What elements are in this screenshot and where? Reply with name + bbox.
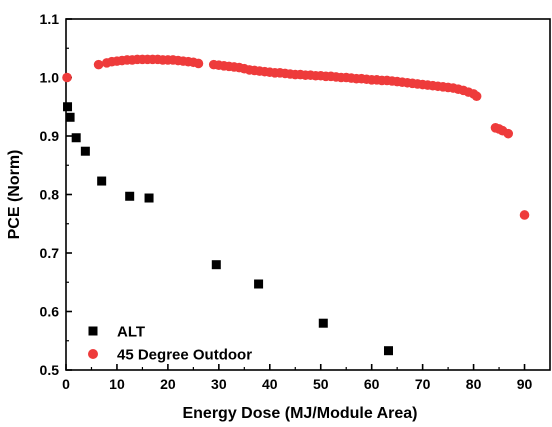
legend: ALT 45 Degree Outdoor [88, 324, 252, 364]
y-axis-title: PCE (Norm) [6, 150, 23, 240]
x-axis-title: Energy Dose (MJ/Module Area) [182, 405, 417, 422]
legend-label: 45 Degree Outdoor [117, 347, 252, 364]
outdoor-data-point [93, 59, 104, 70]
x-axis-ticks: 0 10 20 30 40 50 60 70 80 90 [62, 364, 533, 392]
alt-data-point [63, 102, 73, 112]
alt-data-point [65, 112, 75, 122]
x-tick-label: 30 [211, 376, 227, 392]
y-axis-ticks: 0.5 0.6 0.7 0.8 0.9 1.0 1.1 [40, 11, 72, 378]
x-tick-label: 50 [313, 376, 329, 392]
x-tick-label: 0 [62, 376, 70, 392]
x-tick-label: 40 [262, 376, 278, 392]
outdoor-data-point [193, 58, 204, 69]
y-tick-label: 0.6 [40, 304, 60, 320]
outdoor-data-point [503, 128, 514, 139]
y-tick-label: 1.1 [40, 11, 60, 27]
legend-marker-square [88, 326, 98, 336]
y-tick-label: 0.5 [40, 362, 60, 378]
x-tick-label: 90 [517, 376, 533, 392]
data-markers [62, 54, 530, 356]
alt-data-point [254, 279, 264, 289]
y-tick-label: 1.0 [40, 70, 60, 86]
outdoor-data-point [471, 91, 482, 102]
x-tick-label: 60 [364, 376, 380, 392]
alt-data-point [71, 133, 81, 143]
alt-data-point [318, 318, 328, 328]
alt-data-point [80, 146, 90, 156]
x-tick-label: 10 [109, 376, 125, 392]
legend-label: ALT [117, 324, 145, 341]
y-tick-label: 0.9 [40, 128, 60, 144]
alt-data-point [211, 260, 221, 270]
x-tick-label: 80 [466, 376, 482, 392]
x-tick-label: 20 [160, 376, 176, 392]
alt-data-point [125, 191, 135, 201]
outdoor-data-point [519, 210, 530, 220]
y-tick-label: 0.7 [40, 245, 60, 261]
alt-data-point [144, 193, 154, 203]
alt-data-point [383, 346, 393, 356]
y-tick-label: 0.8 [40, 187, 60, 203]
legend-marker-circle [88, 349, 98, 359]
outdoor-data-point [62, 72, 72, 83]
x-tick-label: 70 [415, 376, 431, 392]
alt-data-point [97, 176, 107, 186]
